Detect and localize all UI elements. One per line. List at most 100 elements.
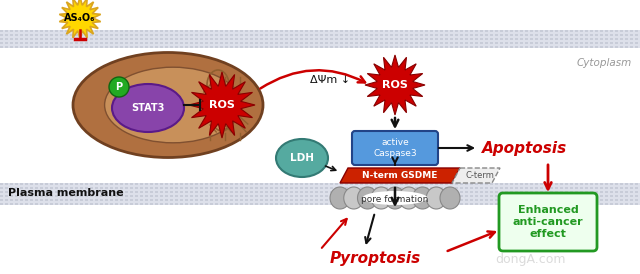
Bar (175, 199, 178, 201)
Bar (60, 183, 63, 185)
Bar (25, 191, 28, 193)
Text: N-term GSDME: N-term GSDME (362, 171, 438, 180)
Bar (295, 195, 298, 197)
Bar (315, 203, 318, 205)
Bar (190, 30, 193, 32)
Bar (400, 34, 403, 36)
Bar (330, 34, 333, 36)
Bar (245, 38, 248, 40)
Bar (245, 203, 248, 205)
Bar (585, 30, 588, 32)
Bar (200, 34, 203, 36)
Bar (525, 42, 528, 44)
Bar (530, 38, 533, 40)
Bar (155, 42, 158, 44)
Bar (340, 46, 343, 48)
Bar (35, 38, 38, 40)
Bar (375, 191, 378, 193)
Bar (465, 34, 468, 36)
Bar (360, 199, 363, 201)
Bar (345, 187, 348, 189)
Bar (630, 187, 633, 189)
Bar (485, 187, 488, 189)
Bar (545, 187, 548, 189)
Text: Cytoplasm: Cytoplasm (577, 58, 632, 68)
Bar (485, 183, 488, 185)
Bar (605, 191, 608, 193)
Bar (445, 34, 448, 36)
Bar (565, 34, 568, 36)
Bar (485, 199, 488, 201)
Bar (455, 183, 458, 185)
Bar (65, 183, 68, 185)
Bar (215, 30, 218, 32)
Bar (580, 187, 583, 189)
Bar (410, 183, 413, 185)
Bar (15, 195, 18, 197)
Bar (275, 183, 278, 185)
Bar (135, 199, 138, 201)
Bar (160, 38, 163, 40)
Bar (385, 199, 388, 201)
Bar (210, 191, 213, 193)
Bar (275, 187, 278, 189)
Bar (40, 34, 43, 36)
Bar (465, 187, 468, 189)
Bar (330, 195, 333, 197)
Bar (145, 187, 148, 189)
Bar (325, 42, 328, 44)
Text: P: P (115, 82, 123, 92)
Bar (115, 191, 118, 193)
Bar (65, 203, 68, 205)
Bar (400, 191, 403, 193)
Bar (460, 46, 463, 48)
Bar (165, 34, 168, 36)
Bar (245, 187, 248, 189)
Bar (540, 203, 543, 205)
Polygon shape (452, 168, 500, 183)
Bar (80, 203, 83, 205)
Bar (390, 183, 393, 185)
Bar (220, 38, 223, 40)
Bar (530, 195, 533, 197)
Bar (315, 195, 318, 197)
Ellipse shape (73, 53, 263, 158)
Bar (180, 203, 183, 205)
Bar (430, 199, 433, 201)
Bar (145, 195, 148, 197)
Bar (230, 46, 233, 48)
Bar (400, 195, 403, 197)
Bar (635, 46, 638, 48)
Bar (195, 30, 198, 32)
Bar (20, 183, 23, 185)
Bar (535, 42, 538, 44)
Bar (575, 203, 578, 205)
Bar (620, 34, 623, 36)
Bar (50, 187, 53, 189)
Bar (50, 203, 53, 205)
Bar (285, 183, 288, 185)
Bar (185, 187, 188, 189)
Bar (290, 199, 293, 201)
Ellipse shape (330, 187, 350, 209)
Bar (120, 38, 123, 40)
Bar (60, 38, 63, 40)
Bar (290, 38, 293, 40)
Bar (215, 34, 218, 36)
Bar (15, 46, 18, 48)
Bar (510, 42, 513, 44)
Bar (350, 46, 353, 48)
Bar (140, 199, 143, 201)
Bar (560, 191, 563, 193)
Bar (325, 191, 328, 193)
Bar (10, 42, 13, 44)
Bar (405, 30, 408, 32)
Bar (215, 183, 218, 185)
Bar (340, 183, 343, 185)
Bar (475, 38, 478, 40)
Bar (620, 46, 623, 48)
Bar (435, 195, 438, 197)
Bar (455, 30, 458, 32)
Bar (140, 38, 143, 40)
Bar (340, 30, 343, 32)
